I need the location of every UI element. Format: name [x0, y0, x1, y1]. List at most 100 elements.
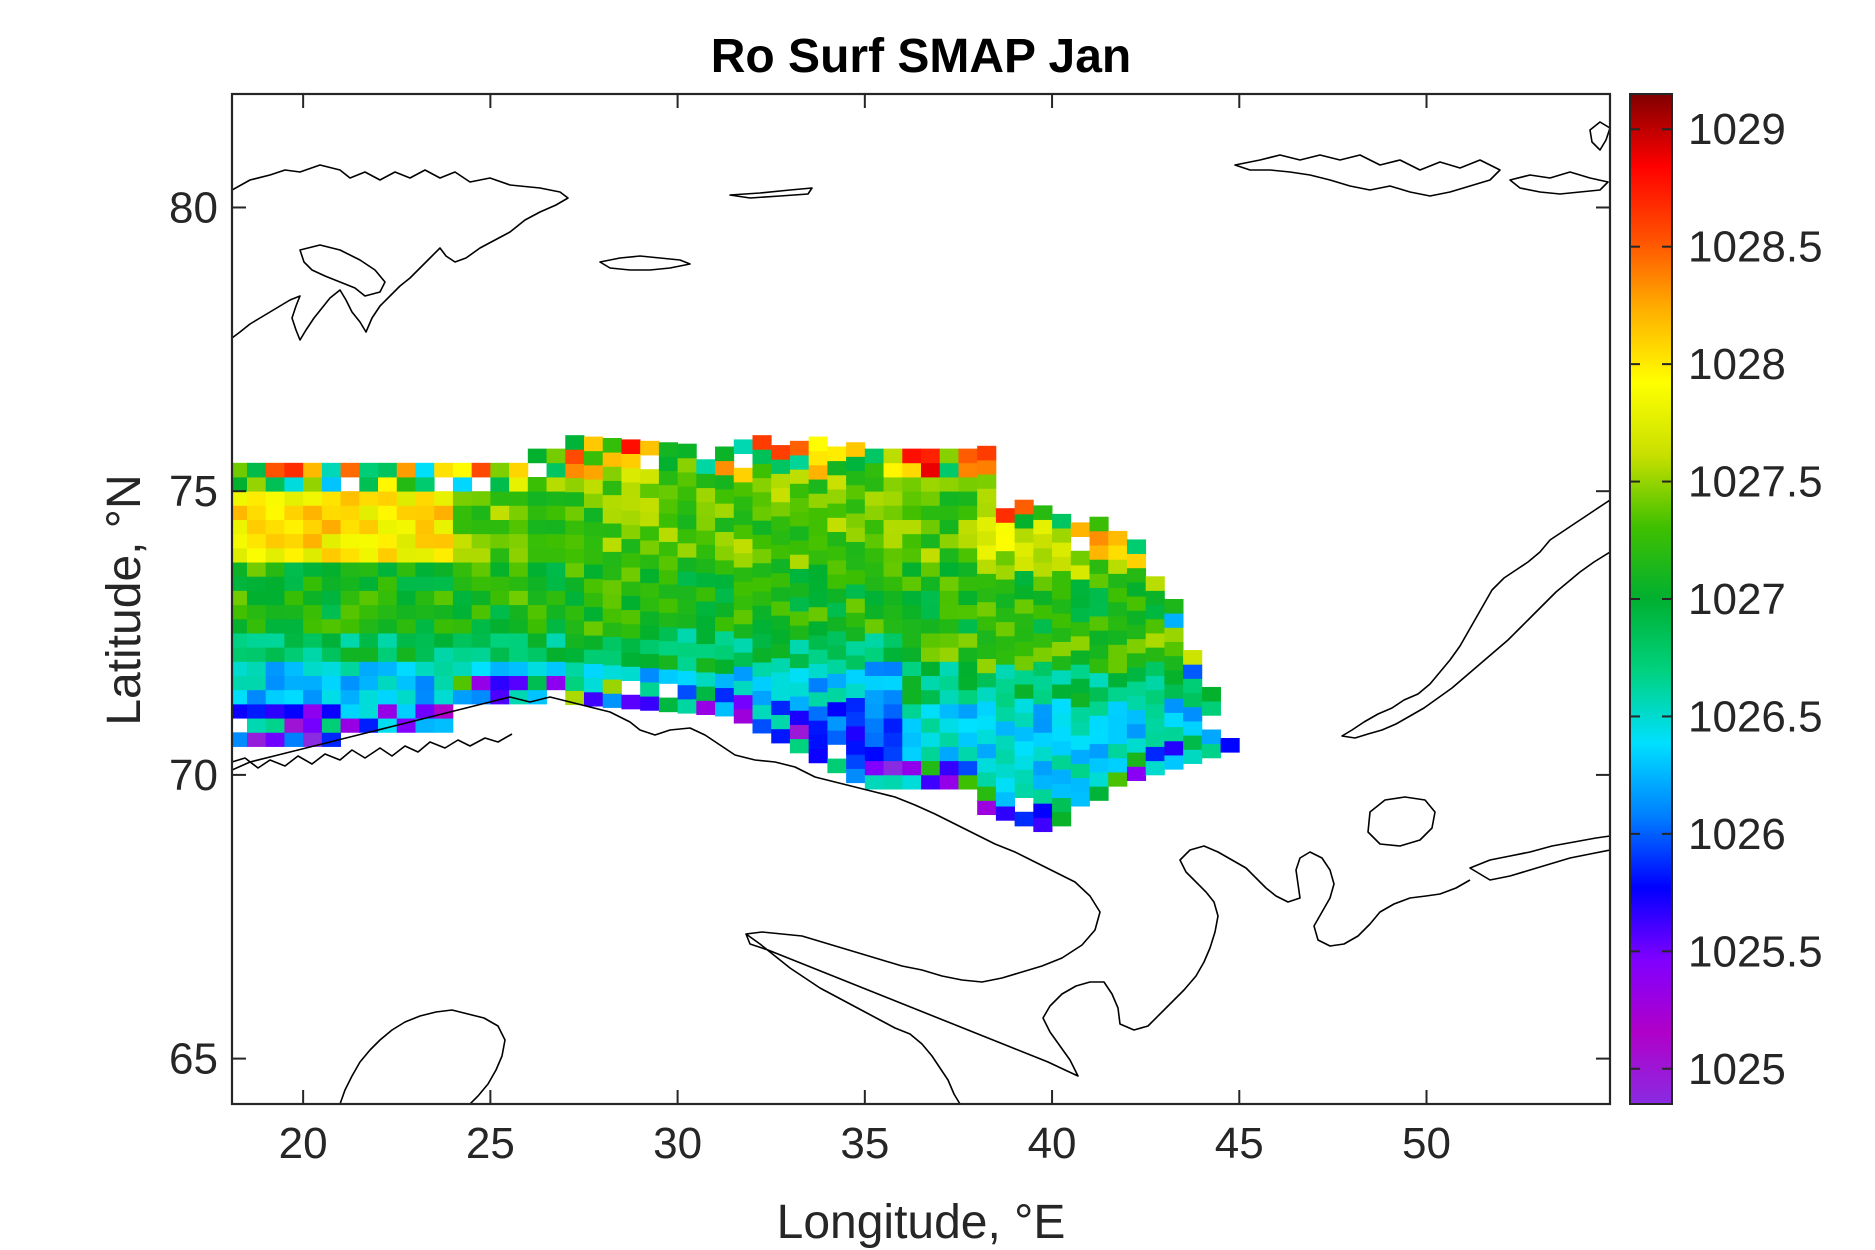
heatmap-cell	[621, 453, 641, 469]
heatmap-cell	[303, 590, 323, 606]
heatmap-cell	[303, 732, 323, 747]
heatmap-cell	[1033, 746, 1053, 762]
heatmap-cell	[1164, 655, 1184, 671]
heatmap-cell	[995, 564, 1016, 580]
heatmap-cell	[471, 647, 491, 662]
heatmap-cell	[490, 462, 510, 478]
x-tick-label: 30	[653, 1119, 702, 1168]
heatmap-cell	[715, 673, 735, 689]
heatmap-cell	[1089, 772, 1109, 787]
heatmap-cell	[939, 491, 959, 506]
heatmap-cell	[1183, 735, 1203, 750]
heatmap-cell	[621, 666, 641, 681]
heatmap-cell	[321, 604, 341, 620]
heatmap-cell	[1014, 570, 1034, 586]
heatmap-cell	[658, 569, 678, 585]
heatmap-cell	[921, 477, 941, 492]
heatmap-cell	[827, 559, 847, 575]
heatmap-cell	[621, 538, 641, 554]
heatmap-cell	[696, 572, 716, 588]
heatmap-cell	[509, 675, 529, 691]
heatmap-cell	[1070, 749, 1090, 764]
heatmap-cell	[284, 477, 304, 492]
heatmap-cell	[303, 519, 323, 535]
heatmap-cell	[883, 533, 903, 549]
heatmap-cell	[471, 604, 491, 620]
heatmap-cell	[846, 442, 866, 457]
heatmap-cell	[527, 661, 547, 677]
heatmap-cell	[958, 562, 978, 577]
heatmap-cell	[359, 462, 379, 478]
heatmap-cell	[359, 576, 379, 591]
heatmap-cell	[621, 496, 641, 511]
heatmap-cell	[527, 477, 547, 492]
heatmap-cell	[621, 638, 641, 653]
heatmap-cell	[789, 611, 810, 626]
heatmap-cell	[1164, 684, 1184, 699]
heatmap-cell	[696, 643, 716, 659]
heatmap-cell	[977, 488, 997, 503]
heatmap-cell	[1033, 618, 1053, 634]
heatmap-cell	[232, 732, 248, 747]
heatmap-cell	[396, 562, 416, 577]
heatmap-cell	[340, 505, 360, 520]
heatmap-cell	[677, 599, 697, 615]
heatmap-cell	[1014, 726, 1034, 742]
heatmap-cell	[378, 477, 398, 492]
heatmap-cell	[1014, 783, 1034, 798]
heatmap-cell	[378, 661, 398, 677]
heatmap-cell	[1126, 581, 1147, 597]
heatmap-cell	[808, 649, 828, 664]
heatmap-cell	[789, 455, 810, 470]
heatmap-cell	[602, 438, 622, 453]
heatmap-cell	[378, 590, 398, 606]
heatmap-cell	[1201, 686, 1221, 702]
heatmap-cell	[752, 491, 772, 507]
heatmap-cell	[977, 459, 997, 475]
heatmap-cell	[1183, 664, 1203, 679]
heatmap-cell	[284, 491, 304, 506]
heatmap-cell	[546, 477, 566, 492]
heatmap-cell	[715, 503, 735, 518]
heatmap-cell	[246, 675, 267, 691]
heatmap-cell	[232, 533, 248, 549]
heatmap-cell	[265, 590, 285, 606]
heatmap-cell	[265, 576, 285, 591]
heatmap-cell	[490, 633, 510, 648]
heatmap-cell	[1014, 627, 1034, 642]
heatmap-cell	[677, 670, 697, 686]
x-tick-label: 50	[1402, 1119, 1451, 1168]
heatmap-cell	[565, 577, 585, 592]
heatmap-cell	[546, 491, 566, 506]
heatmap-cell	[583, 663, 604, 679]
heatmap-cell	[995, 791, 1016, 807]
heatmap-cell	[1089, 715, 1109, 730]
heatmap-cell	[471, 519, 491, 535]
heatmap-cell	[265, 689, 285, 705]
heatmap-cell	[789, 667, 810, 683]
heatmap-cell	[378, 675, 398, 691]
heatmap-cell	[977, 729, 997, 745]
heatmap-cell	[1089, 630, 1109, 645]
heatmap-cell	[1108, 630, 1128, 645]
heatmap-cell	[902, 462, 922, 478]
heatmap-cell	[1070, 635, 1090, 651]
heatmap-cell	[1145, 718, 1165, 733]
heatmap-cell	[284, 732, 304, 747]
heatmap-cell	[509, 590, 529, 606]
heatmap-cell	[434, 689, 454, 705]
heatmap-cell	[1033, 789, 1053, 804]
heatmap-cell	[246, 718, 267, 733]
heatmap-cell	[396, 604, 416, 620]
heatmap-cell	[864, 491, 884, 506]
heatmap-cell	[939, 477, 959, 492]
heatmap-cell	[958, 703, 978, 719]
heatmap-cell	[1183, 692, 1203, 708]
heatmap-cell	[864, 774, 884, 790]
heatmap-cell	[1052, 712, 1072, 728]
heatmap-cell	[771, 473, 791, 489]
heatmap-cell	[1108, 530, 1128, 546]
heatmap-cell	[359, 604, 379, 620]
heatmap-cell	[658, 626, 678, 642]
heatmap-cell	[658, 470, 678, 486]
